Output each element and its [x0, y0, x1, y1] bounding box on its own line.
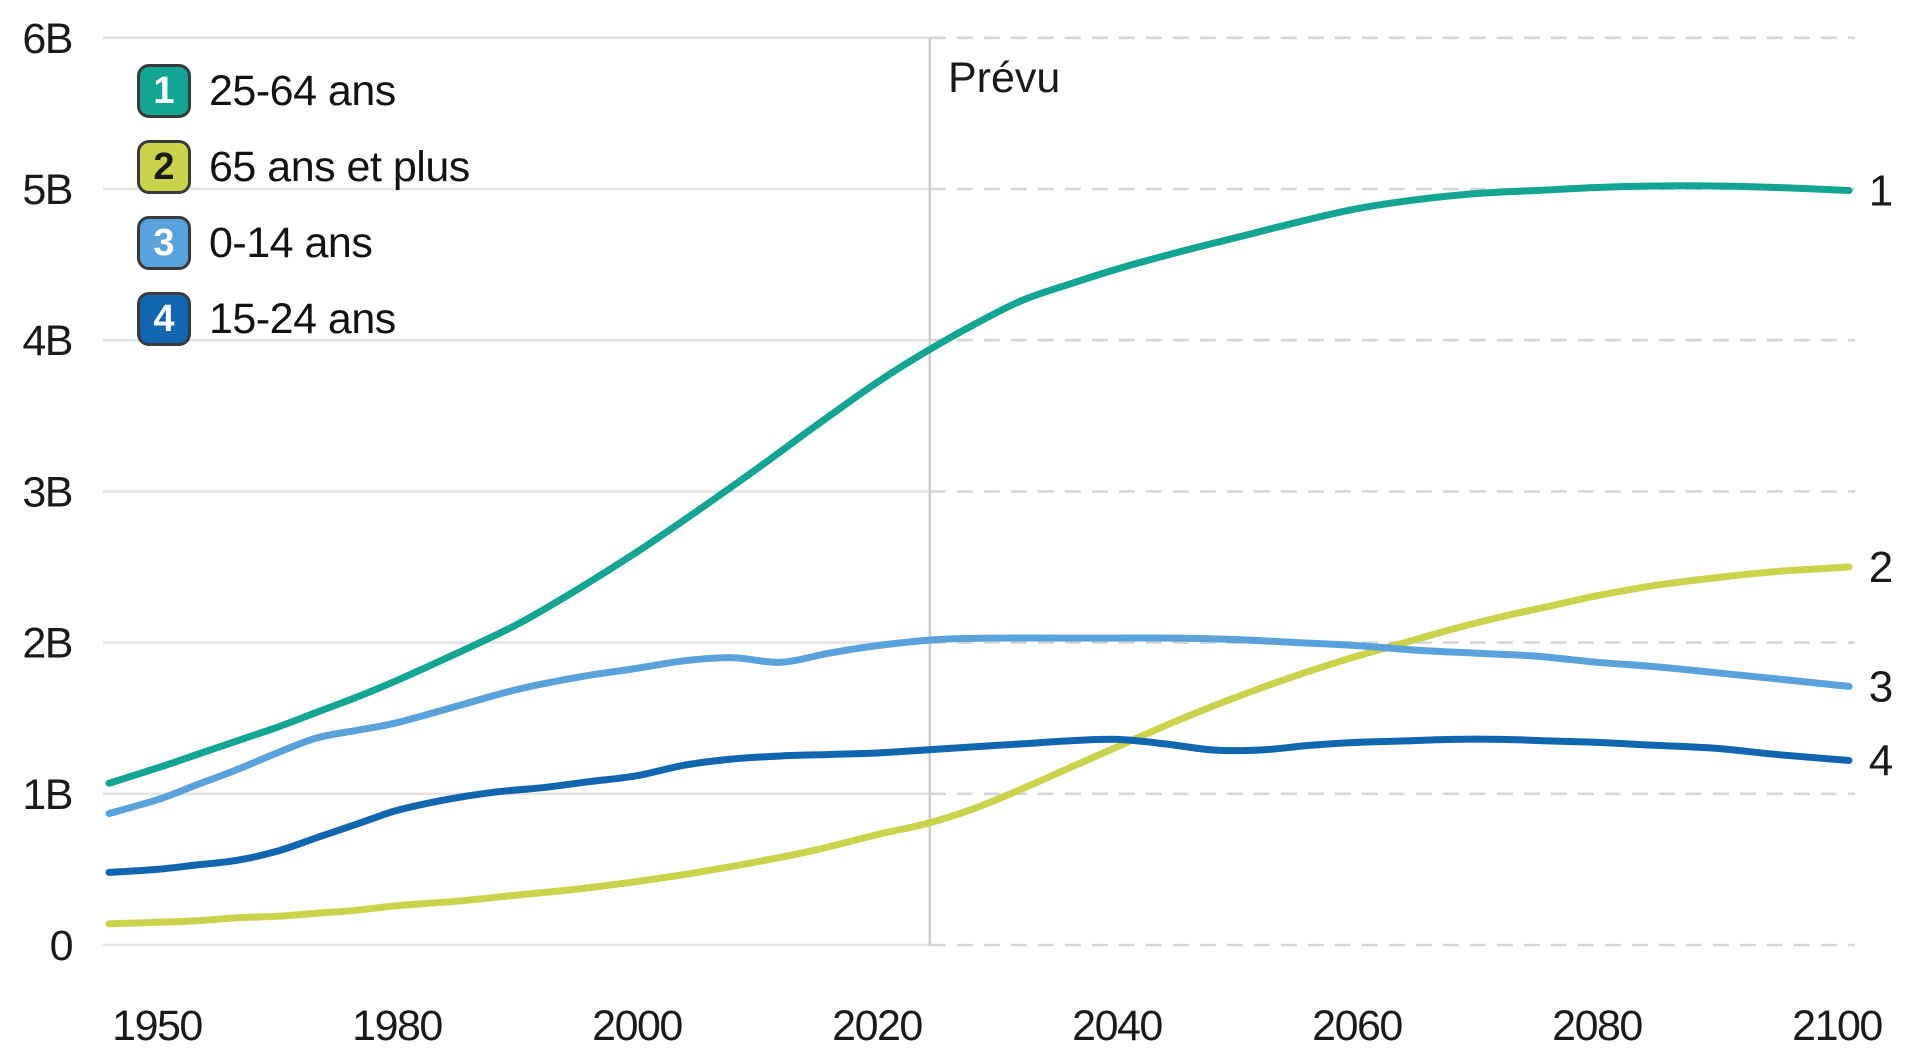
x-axis-labels: 1950 1980 2000 2020 2040 2060 2080 2100 [112, 1002, 1884, 1050]
y-tick-label-6B: 6B [22, 15, 72, 63]
y-tick-label-4B: 4B [22, 317, 72, 365]
legend-badge-2: 2 [137, 140, 191, 194]
x-tick-label-2040: 2040 [1072, 1002, 1162, 1050]
y-axis-labels: 0 1B 2B 3B 4B 5B 6B [22, 15, 74, 970]
legend: 1 25-64 ans 2 65 ans et plus 3 0-14 ans … [137, 64, 470, 368]
series-lines [105, 182, 1853, 928]
series-line-25-64-ans [105, 182, 1853, 787]
x-tick-label-2000: 2000 [592, 1002, 682, 1050]
legend-badge-4: 4 [137, 292, 191, 346]
legend-label-65-et-plus: 65 ans et plus [209, 142, 470, 191]
y-tick-label-3B: 3B [22, 468, 72, 516]
x-tick-label-2080: 2080 [1552, 1002, 1642, 1050]
forecast-label: Prévu [948, 54, 1060, 102]
x-tick-label-2060: 2060 [1312, 1002, 1402, 1050]
legend-label-15-24-ans: 15-24 ans [209, 294, 396, 343]
legend-label-0-14-ans: 0-14 ans [209, 218, 373, 267]
legend-badge-3: 3 [137, 216, 191, 270]
series-line-15-24-ans [105, 735, 1853, 876]
x-tick-label-1950: 1950 [112, 1002, 202, 1050]
legend-item-25-64-ans: 1 25-64 ans [137, 64, 470, 118]
legend-badge-1: 1 [137, 64, 191, 118]
series-end-label-3: 3 [1869, 662, 1893, 711]
y-tick-label-1B: 1B [22, 771, 72, 819]
legend-item-65-et-plus: 2 65 ans et plus [137, 140, 470, 194]
series-line-0-14-ans [105, 634, 1853, 817]
series-end-label-4: 4 [1869, 737, 1893, 786]
legend-label-25-64-ans: 25-64 ans [209, 66, 396, 115]
series-end-label-2: 2 [1869, 543, 1893, 592]
series-end-label-1: 1 [1869, 167, 1893, 216]
y-tick-label-2B: 2B [22, 620, 72, 668]
x-tick-label-2020: 2020 [832, 1002, 922, 1050]
series-end-labels: 1 2 3 4 [1869, 167, 1893, 786]
y-tick-label-5B: 5B [22, 166, 72, 214]
legend-item-0-14-ans: 3 0-14 ans [137, 216, 470, 270]
series-line-65-ans-et-plus [105, 563, 1853, 928]
legend-item-15-24-ans: 4 15-24 ans [137, 292, 470, 346]
y-tick-label-0: 0 [50, 922, 73, 970]
x-tick-label-1980: 1980 [352, 1002, 442, 1050]
x-tick-label-2100: 2100 [1792, 1002, 1882, 1050]
